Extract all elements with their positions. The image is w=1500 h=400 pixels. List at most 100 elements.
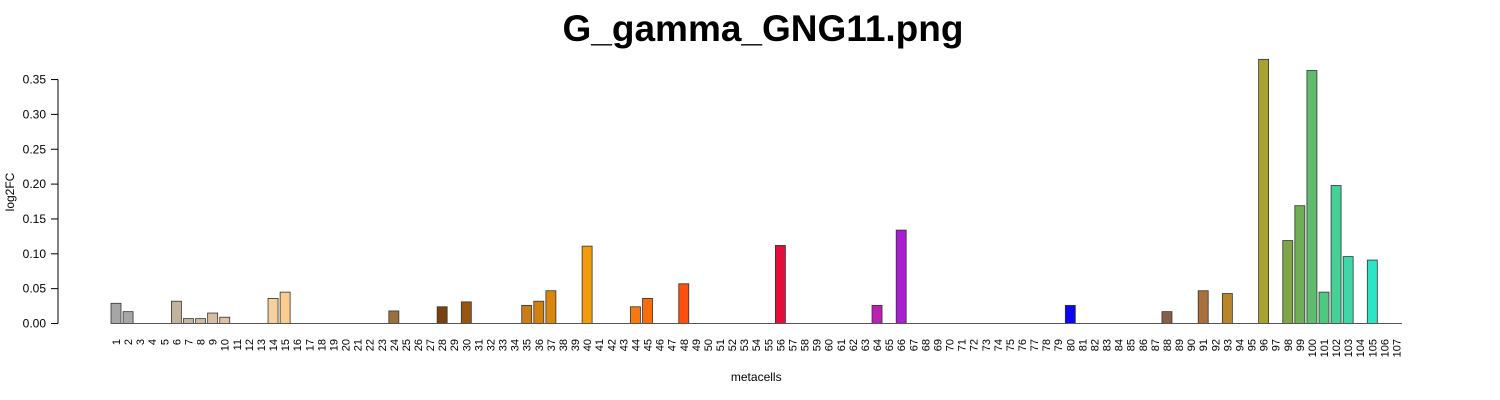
x-tick-label: 71 (957, 339, 969, 351)
x-tick-label: 26 (413, 339, 425, 351)
x-tick-label: 25 (401, 339, 413, 351)
x-tick-label: 67 (908, 339, 920, 351)
bar (1197, 290, 1209, 324)
x-tick-label: 80 (1065, 339, 1077, 351)
x-tick-label: 87 (1150, 339, 1162, 351)
x-tick-label: 52 (727, 339, 739, 351)
x-tick-label: 2 (123, 339, 135, 345)
x-tick-label: 95 (1247, 339, 1259, 351)
x-tick-label: 43 (618, 339, 630, 351)
bar (545, 290, 557, 324)
x-tick-label: 58 (800, 339, 812, 351)
bar (1330, 185, 1342, 324)
bar (533, 300, 545, 324)
y-tick-label: 0.15 (23, 212, 47, 226)
x-tick-label: 59 (812, 339, 824, 351)
bar (388, 310, 400, 324)
bar (1282, 240, 1294, 324)
x-tick-label: 74 (993, 339, 1005, 351)
x-tick-label: 97 (1271, 339, 1283, 351)
bar (279, 291, 291, 324)
x-tick-label: 28 (437, 339, 449, 351)
bar (170, 300, 182, 324)
x-tick-label: 9 (208, 339, 220, 345)
bar (642, 298, 653, 324)
x-tick-label: 51 (715, 339, 727, 351)
x-tick-label: 53 (739, 339, 751, 351)
bar (1366, 259, 1378, 324)
x-tick-label: 78 (1041, 339, 1053, 351)
x-tick-label: 107 (1391, 339, 1403, 357)
x-tick-label: 79 (1053, 339, 1065, 351)
x-tick-label: 6 (171, 339, 183, 345)
x-tick-label: 91 (1198, 339, 1210, 351)
y-tick-label: 0.20 (23, 177, 47, 191)
x-tick-label: 89 (1174, 339, 1186, 351)
bar (775, 245, 786, 324)
x-tick-label: 98 (1283, 339, 1295, 351)
bar (630, 306, 641, 324)
x-tick-label: 77 (1029, 339, 1041, 351)
x-tick-label: 88 (1162, 339, 1174, 351)
x-tick-label: 104 (1355, 339, 1367, 357)
x-tick-label: 65 (884, 339, 896, 351)
x-tick-label: 83 (1102, 339, 1114, 351)
x-tick-label: 60 (824, 339, 836, 351)
x-tick-label: 49 (691, 339, 703, 351)
x-tick-label: 5 (159, 339, 171, 345)
x-tick-label: 92 (1210, 339, 1222, 351)
bar (1258, 58, 1269, 324)
x-tick-label: 99 (1295, 339, 1307, 351)
x-tick-label: 34 (510, 339, 522, 351)
bar (581, 245, 593, 324)
bar (1064, 304, 1076, 324)
bar (195, 318, 206, 324)
x-tick-label: 105 (1367, 339, 1379, 357)
x-tick-label: 106 (1379, 339, 1391, 357)
x-tick-label: 93 (1222, 339, 1234, 351)
x-tick-label: 36 (534, 339, 546, 351)
bar (871, 304, 883, 324)
x-tick-label: 46 (655, 339, 667, 351)
x-tick-label: 42 (606, 339, 618, 351)
x-tick-label: 103 (1343, 339, 1355, 357)
bar (436, 306, 448, 324)
y-axis-label: log2FC (3, 172, 17, 211)
x-tick-label: 100 (1307, 339, 1319, 357)
bar (110, 302, 122, 324)
x-tick-label: 17 (304, 339, 316, 351)
x-tick-label: 55 (763, 339, 775, 351)
y-tick-label: 0.35 (23, 73, 47, 87)
y-tick-label: 0.30 (23, 107, 47, 121)
x-tick-label: 40 (582, 339, 594, 351)
x-tick-label: 33 (498, 339, 510, 351)
x-tick-label: 13 (256, 339, 268, 351)
x-tick-label: 94 (1234, 339, 1246, 351)
x-tick-label: 62 (848, 339, 860, 351)
x-tick-label: 16 (292, 339, 304, 351)
x-tick-label: 32 (485, 339, 497, 351)
x-tick-label: 76 (1017, 339, 1029, 351)
x-tick-label: 84 (1114, 339, 1126, 351)
x-tick-label: 37 (546, 339, 558, 351)
x-tick-label: 14 (268, 339, 280, 351)
x-tick-label: 48 (679, 339, 691, 351)
x-tick-label: 101 (1319, 339, 1331, 357)
x-tick-label: 23 (377, 339, 389, 351)
bar (219, 316, 231, 324)
x-tick-label: 30 (461, 339, 473, 351)
y-tick-label: 0.10 (23, 247, 47, 261)
x-tick-label: 85 (1126, 339, 1138, 351)
x-tick-label: 27 (425, 339, 437, 351)
x-tick-label: 1 (111, 339, 123, 345)
x-tick-label: 96 (1259, 339, 1271, 351)
x-tick-label: 47 (667, 339, 679, 351)
x-tick-label: 4 (147, 339, 159, 345)
x-tick-label: 8 (196, 339, 208, 345)
bar (183, 318, 194, 324)
x-tick-label: 35 (522, 339, 534, 351)
x-tick-label: 61 (836, 339, 848, 351)
x-tick-label: 75 (1005, 339, 1017, 351)
chart-title: G_gamma_GNG11.png (562, 8, 964, 49)
